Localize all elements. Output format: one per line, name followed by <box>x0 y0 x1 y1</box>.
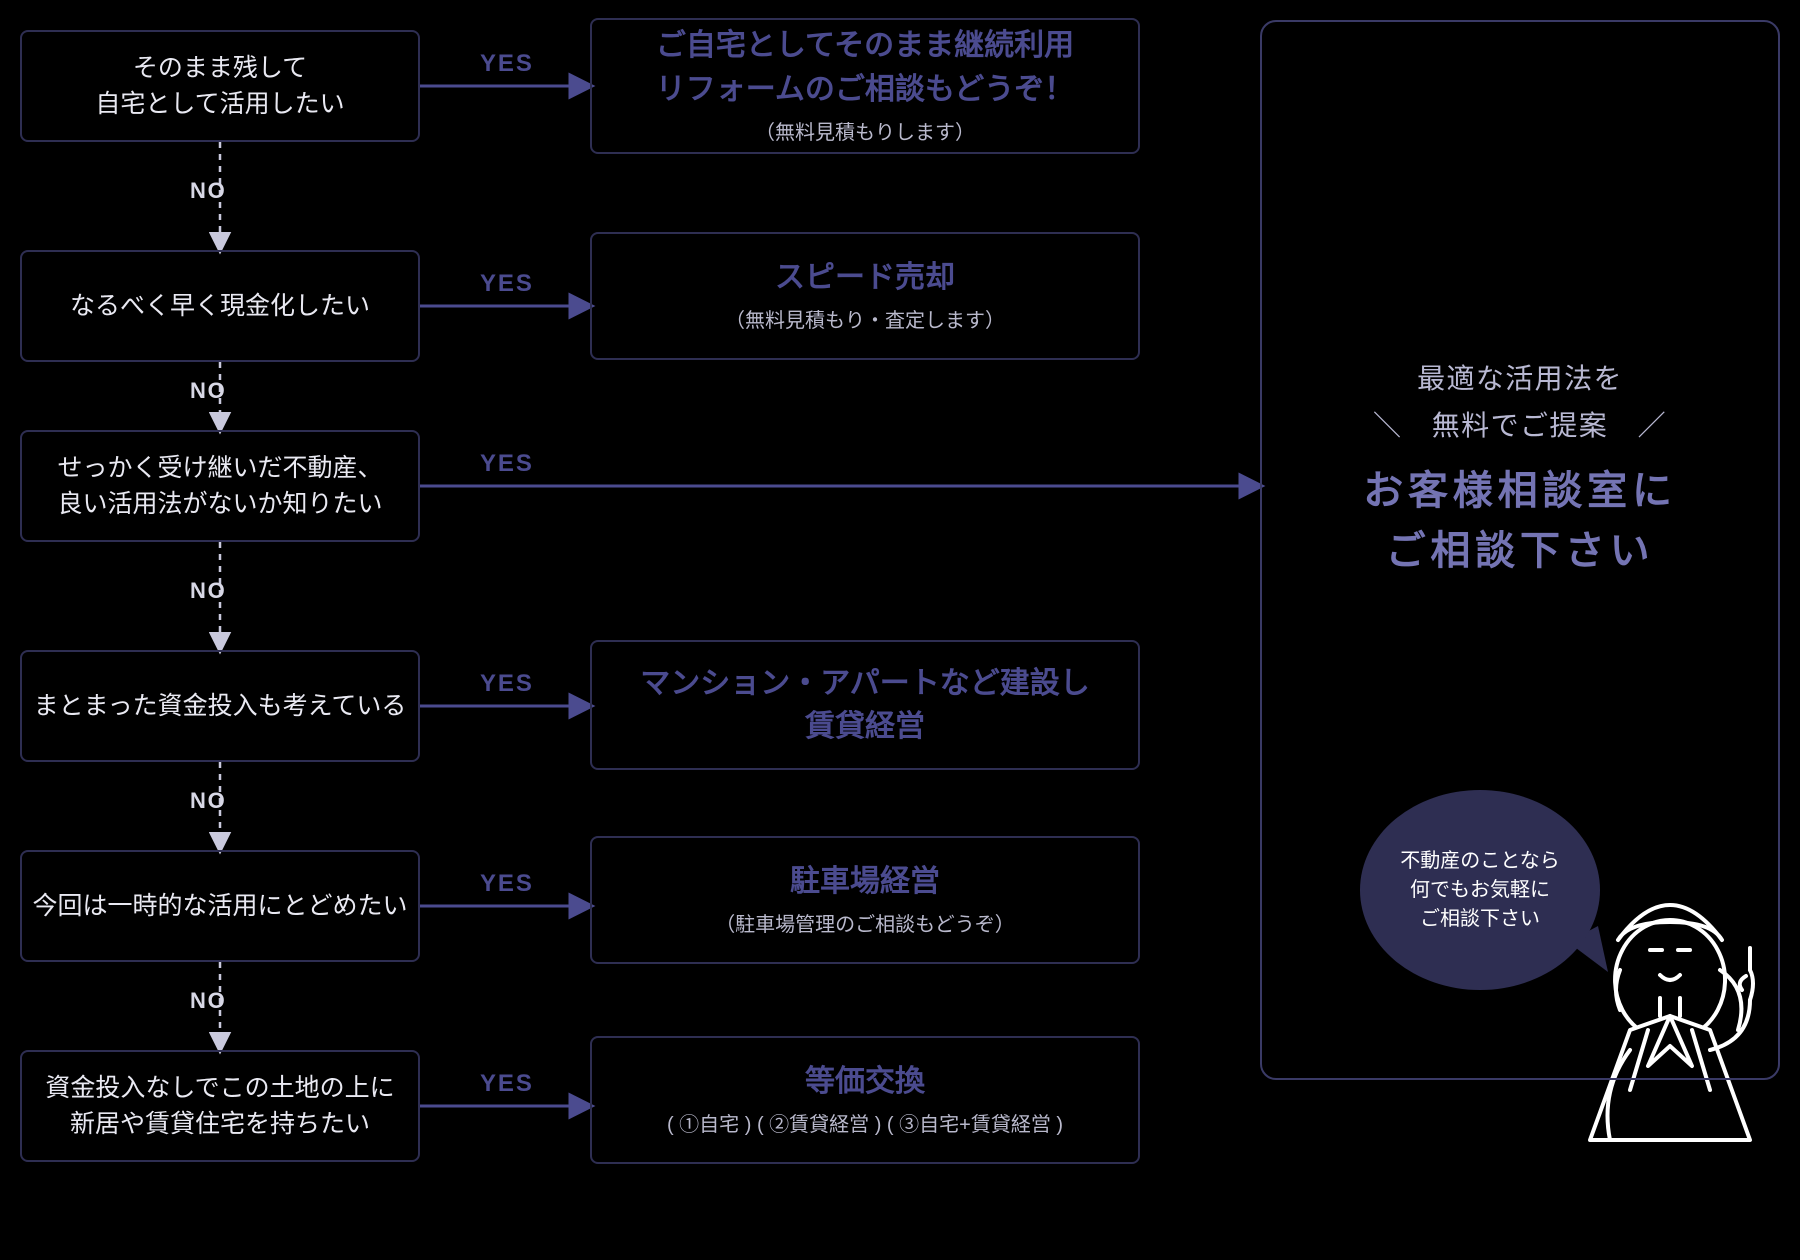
answer-subtitle: （駐車場管理のご相談もどうぞ） <box>715 911 1015 940</box>
question-box-q1: そのまま残して 自宅として活用したい <box>20 30 420 142</box>
answer-box-a4: マンション・アパートなど建設し 賃貸経営 <box>590 640 1140 770</box>
answer-box-a6: 等価交換 ( ①自宅 ) ( ②賃貸経営 ) ( ③自宅+賃貸経営 ) <box>590 1036 1140 1164</box>
question-text: そのまま残して 自宅として活用したい <box>95 50 344 123</box>
speech-bubble: 不動産のことなら 何でもお気軽に ご相談下さい <box>1360 790 1600 990</box>
question-text: 資金投入なしでこの土地の上に 新居や賃貸住宅を持ちたい <box>45 1070 394 1143</box>
yes-label: YES <box>480 870 534 898</box>
no-label: NO <box>190 178 227 204</box>
question-box-q4: まとまった資金投入も考えている <box>20 650 420 762</box>
answer-title: ご自宅としてそのまま継続利用 リフォームのご相談もどうぞ！ <box>656 24 1075 111</box>
answer-subtitle: （無料見積もり・査定します） <box>725 307 1005 336</box>
no-label: NO <box>190 578 227 604</box>
answer-subtitle: ( ①自宅 ) ( ②賃貸経営 ) ( ③自宅+賃貸経営 ) <box>667 1111 1063 1140</box>
yes-label: YES <box>480 450 534 478</box>
no-label: NO <box>190 788 227 814</box>
answer-title: 等価交換 <box>805 1060 925 1104</box>
no-label: NO <box>190 988 227 1014</box>
question-box-q5: 今回は一時的な活用にとどめたい <box>20 850 420 962</box>
yes-label: YES <box>480 50 534 78</box>
yes-label: YES <box>480 270 534 298</box>
yes-label: YES <box>480 670 534 698</box>
sidebar-headline: お客様相談室に ご相談下さい <box>1363 461 1677 581</box>
question-text: まとまった資金投入も考えている <box>34 688 407 724</box>
answer-title: スピード売却 <box>775 256 955 300</box>
speech-bubble-text: 不動産のことなら 何でもお気軽に ご相談下さい <box>1400 847 1559 934</box>
question-text: なるべく早く現金化したい <box>70 288 370 324</box>
question-box-q3: せっかく受け継いだ不動産、 良い活用法がないか知りたい <box>20 430 420 542</box>
question-text: せっかく受け継いだ不動産、 良い活用法がないか知りたい <box>57 450 382 523</box>
no-label: NO <box>190 378 227 404</box>
answer-box-a5: 駐車場経営 （駐車場管理のご相談もどうぞ） <box>590 836 1140 964</box>
answer-box-a2: スピード売却 （無料見積もり・査定します） <box>590 232 1140 360</box>
sidebar-line1: 最適な活用法を <box>1363 359 1677 400</box>
question-box-q6: 資金投入なしでこの土地の上に 新居や賃貸住宅を持ちたい <box>20 1050 420 1162</box>
question-box-q2: なるべく早く現金化したい <box>20 250 420 362</box>
answer-title: マンション・アパートなど建設し 賃貸経営 <box>640 662 1089 749</box>
sidebar-line2: ＼ 無料でご提案 ／ <box>1363 406 1677 447</box>
answer-box-a1: ご自宅としてそのまま継続利用 リフォームのご相談もどうぞ！ （無料見積もりします） <box>590 18 1140 154</box>
yes-label: YES <box>480 1070 534 1098</box>
answer-title: 駐車場経営 <box>790 860 940 904</box>
question-text: 今回は一時的な活用にとどめたい <box>32 888 407 924</box>
answer-subtitle: （無料見積もりします） <box>755 119 975 148</box>
